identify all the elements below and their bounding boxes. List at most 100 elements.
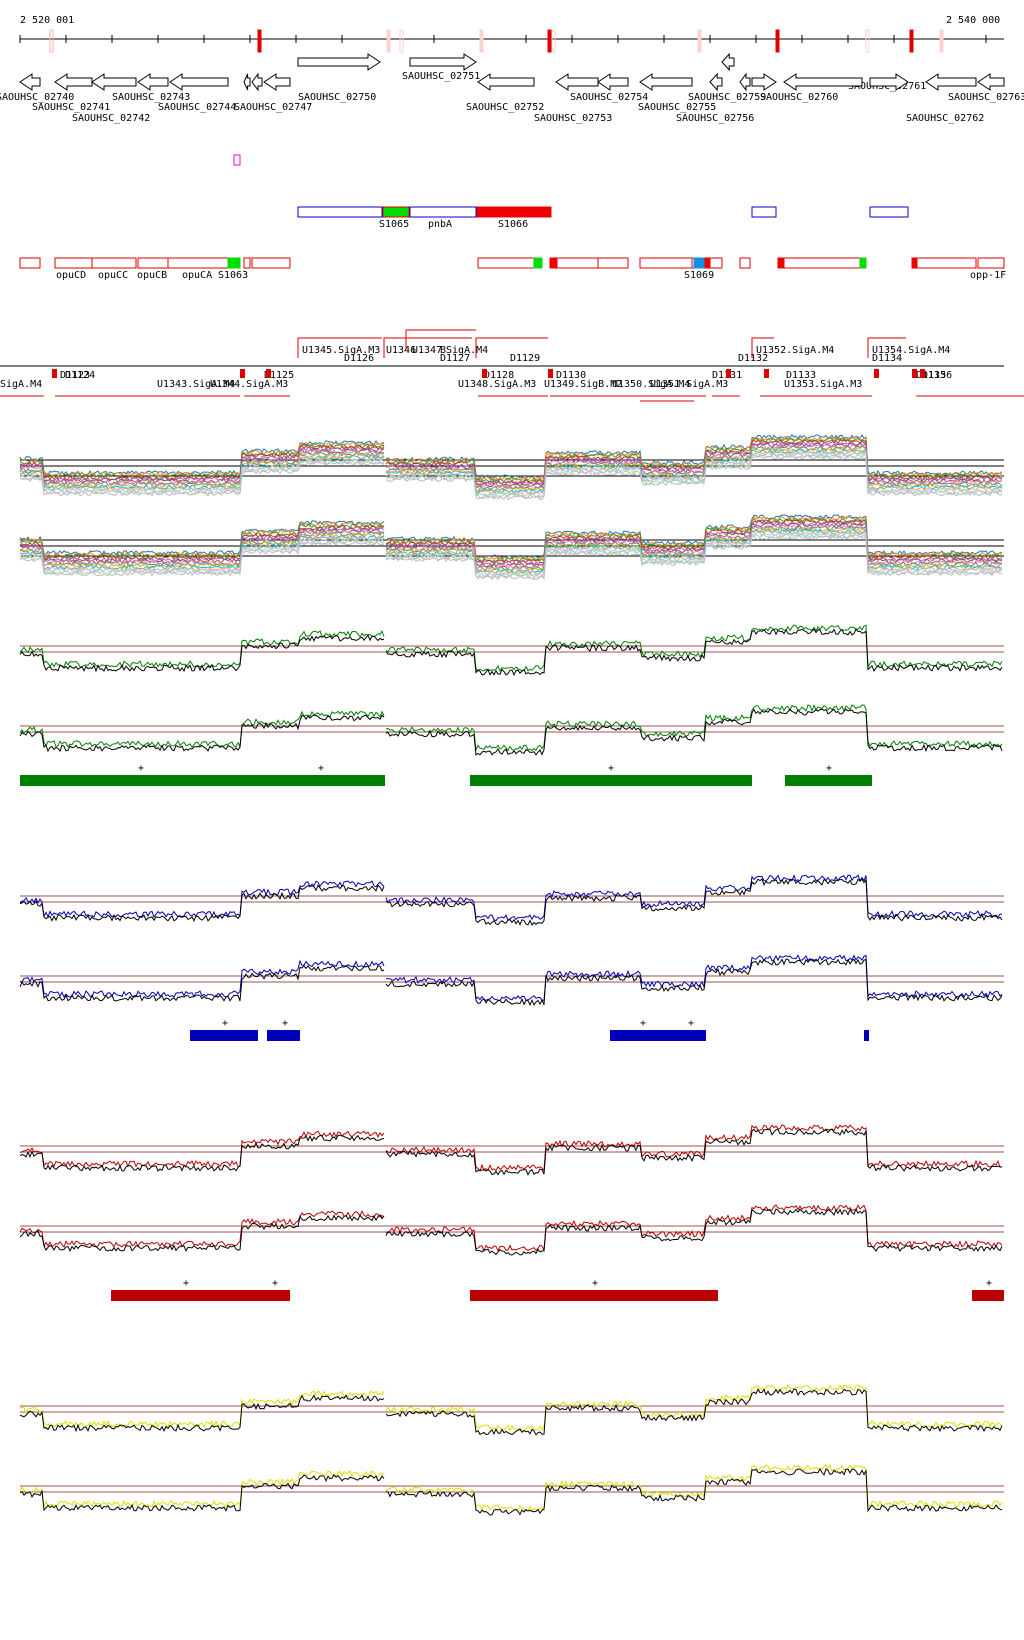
expression-trace xyxy=(19,959,385,998)
expression-trace xyxy=(385,434,1003,480)
coordinate-ruler: 2 520 001 2 540 000 xyxy=(19,15,1004,53)
expression-trace xyxy=(19,449,385,486)
ruler-signal-mark xyxy=(865,29,870,53)
tu-label: U1351.SigA.M3 xyxy=(650,379,728,390)
tu-label: U1354.SigA.M4 xyxy=(872,345,950,356)
expression-trace xyxy=(19,526,385,563)
expression-trace xyxy=(385,438,1003,485)
expression-trace xyxy=(19,531,385,568)
feature-label: opuCA xyxy=(182,270,212,281)
ruler-signal-mark xyxy=(399,29,404,53)
tu-label: D1126 xyxy=(344,353,374,364)
feature-label: S1065 xyxy=(379,219,409,230)
expression-trace xyxy=(385,877,1003,926)
tu-label: D1129 xyxy=(510,353,540,364)
expression-trace xyxy=(19,446,385,482)
expression-trace xyxy=(385,526,1003,572)
tu-promoter-marker xyxy=(764,369,769,378)
tu-label: BSigA.M4 xyxy=(440,345,488,356)
tu-promoter-marker xyxy=(726,369,731,378)
expression-trace xyxy=(385,624,1003,672)
expression-trace xyxy=(19,539,385,575)
significant-region-bar xyxy=(864,1030,869,1041)
tu-promoter-marker xyxy=(548,369,553,378)
expression-trace xyxy=(385,531,1003,577)
tu-label: D1125 xyxy=(264,370,294,381)
tu-label: U1349.SigB.M2 xyxy=(544,379,622,390)
expression-trace xyxy=(385,708,1003,756)
expression-trace xyxy=(19,453,385,489)
reverse-feature-box xyxy=(137,257,169,269)
expression-trace xyxy=(385,443,1003,489)
expression-trace xyxy=(385,1384,1003,1433)
expression-trace xyxy=(385,874,1003,922)
expression-trace xyxy=(19,461,385,497)
gene-arrow xyxy=(709,72,723,92)
feature-label: S1069 xyxy=(684,270,714,281)
gene-label: SAOUHSC_02756 xyxy=(676,113,754,124)
tu-label: U1347 xyxy=(412,345,442,356)
transcription-unit-track: U1345.SigA.M3 U1346 U1347 BSigA.M4 D1126… xyxy=(0,329,1024,402)
tu-label: D1128 xyxy=(484,370,514,381)
feature-label: S1066 xyxy=(498,219,528,230)
expression-trace xyxy=(19,1390,385,1428)
tu-label: D1130 xyxy=(556,370,586,381)
gene-arrow xyxy=(91,73,137,91)
tu-label: D1132 xyxy=(738,353,768,364)
expression-trace xyxy=(19,1130,385,1169)
significant-region-bar xyxy=(610,1030,706,1041)
tu-bracket xyxy=(383,337,472,358)
feature-label: opuCD xyxy=(56,270,86,281)
expression-trace xyxy=(19,1214,385,1252)
gene-arrow xyxy=(243,73,251,91)
expression-trace xyxy=(19,444,385,481)
tu-label: D1136 xyxy=(922,370,952,381)
start-coordinate-label: 2 520 001 xyxy=(20,15,74,26)
feature-marker xyxy=(911,257,918,269)
tu-bracket xyxy=(297,337,382,358)
gene-label: SAOUHSC_02755 xyxy=(638,102,716,113)
reverse-feature-box xyxy=(639,257,693,269)
expression-trace xyxy=(19,459,385,495)
tu-promoter-marker xyxy=(912,369,917,378)
gene-arrow xyxy=(597,73,629,91)
feature-marker xyxy=(227,257,241,269)
expression-trace xyxy=(385,514,1003,560)
plus-mark: + xyxy=(688,1018,694,1029)
expression-trace xyxy=(385,1388,1003,1436)
ruler-signal-mark xyxy=(551,29,556,53)
forward-feature-box xyxy=(297,206,383,218)
gene-arrow xyxy=(869,73,909,91)
ruler-signal-marks xyxy=(49,29,944,53)
tu-label: D1135 xyxy=(916,370,946,381)
gene-label: SAOUHSC_02753 xyxy=(534,113,612,124)
feature-marker xyxy=(704,257,711,269)
significant-region-bar xyxy=(785,775,872,786)
tu-label: D1134 xyxy=(872,353,902,364)
expression-trace xyxy=(385,958,1003,1007)
expression-trace xyxy=(385,441,1003,488)
ruler-signal-mark xyxy=(697,29,702,53)
reverse-feature-box xyxy=(54,257,93,269)
expression-trace xyxy=(19,538,385,574)
plus-mark: + xyxy=(272,1278,278,1289)
tu-label: U1346 xyxy=(386,345,416,356)
tu-label: D1127 xyxy=(440,353,470,364)
feature-label: opp-1F xyxy=(970,270,1006,281)
expression-trace xyxy=(385,445,1003,491)
expression-trace xyxy=(19,1474,385,1513)
plus-mark: + xyxy=(318,763,324,774)
expression-trace xyxy=(385,628,1003,677)
gene-label: SAOUHSC_02747 xyxy=(234,102,312,113)
gene-arrow xyxy=(251,72,263,92)
reverse-feature-box xyxy=(739,257,751,269)
expression-trace xyxy=(19,451,385,487)
tu-promoter-marker xyxy=(874,369,879,378)
feature-label: opuCC xyxy=(98,270,128,281)
plus-mark: + xyxy=(608,763,614,774)
reverse-feature-box xyxy=(709,257,723,269)
reverse-feature-box xyxy=(91,257,137,269)
gene-label: SAOUHSC_02760 xyxy=(760,92,838,103)
significant-region-bar xyxy=(20,775,385,786)
plus-mark: + xyxy=(183,1278,189,1289)
